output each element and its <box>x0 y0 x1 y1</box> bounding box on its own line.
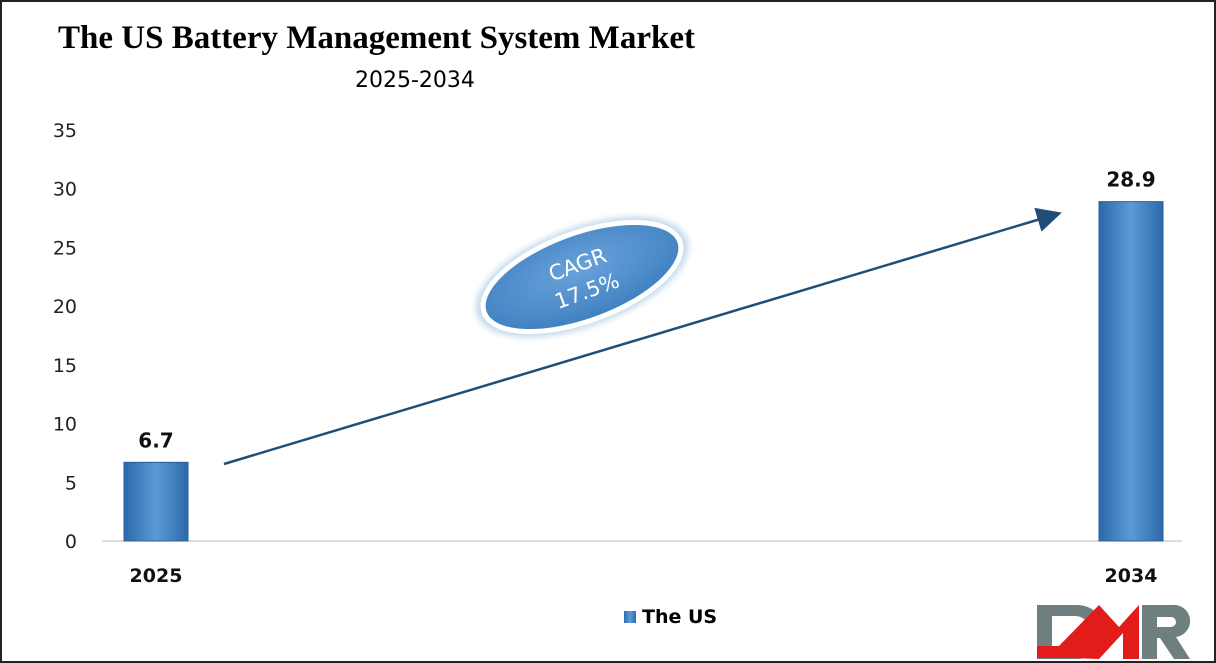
dmr-logo <box>1037 604 1191 659</box>
y-tick-label: 30 <box>53 179 77 201</box>
y-tick-label: 0 <box>65 531 77 553</box>
y-tick-label: 20 <box>53 296 77 318</box>
y-tick-label: 5 <box>65 472 77 494</box>
chart-subtitle: 2025-2034 <box>355 68 475 93</box>
data-label: 6.7 <box>138 428 173 452</box>
y-tick-label: 15 <box>53 355 77 377</box>
y-tick-label: 35 <box>53 120 77 142</box>
chart-title: The US Battery Management System Market <box>58 20 695 56</box>
y-tick-label: 25 <box>53 237 77 259</box>
bar-2025 <box>123 461 189 542</box>
legend-swatch <box>624 611 636 623</box>
legend: The US <box>624 606 717 628</box>
x-tick-label: 2025 <box>130 565 183 587</box>
cagr-badge: CAGR 17.5% <box>475 216 689 338</box>
growth-arrow <box>223 207 1062 466</box>
data-label: 28.9 <box>1106 168 1155 192</box>
bar-2034 <box>1098 201 1164 542</box>
y-tick-label: 10 <box>53 414 77 436</box>
legend-label: The US <box>642 606 718 628</box>
x-tick-label: 2034 <box>1105 565 1158 587</box>
